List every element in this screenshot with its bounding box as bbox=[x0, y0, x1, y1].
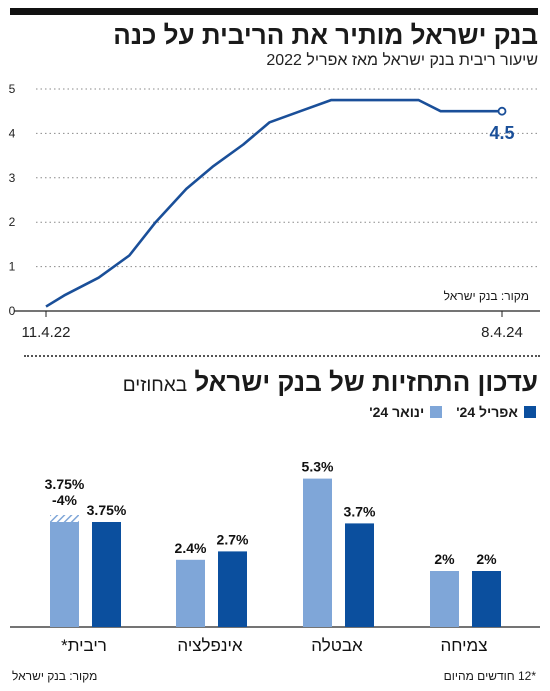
bar-january bbox=[50, 522, 79, 627]
x-tick-label: 8.4.24 bbox=[481, 324, 523, 341]
x-tick-label: 11.4.22 bbox=[22, 324, 71, 341]
category-label: אינפלציה bbox=[177, 636, 243, 655]
end-marker bbox=[497, 106, 507, 116]
bar-january bbox=[430, 571, 459, 627]
bar-april bbox=[345, 523, 374, 627]
legend-label-april: אפריל 24' bbox=[456, 404, 518, 420]
end-value-label: 4.5 bbox=[489, 123, 514, 143]
bar-april-value-label: 3.7% bbox=[344, 503, 376, 519]
bar-april-value-label: 2.7% bbox=[217, 531, 249, 547]
category-label: צמיחה bbox=[441, 636, 488, 655]
category-label: ריבית* bbox=[61, 636, 107, 655]
rate-line bbox=[45, 98, 502, 308]
title-bar bbox=[10, 8, 538, 15]
bar-january bbox=[176, 559, 205, 627]
bar-january-value-label: 5.3% bbox=[302, 459, 334, 475]
chart2-title-unit: באחוזים bbox=[122, 375, 188, 396]
chart1-source: מקור: בנק ישראל bbox=[440, 289, 532, 303]
bar-april bbox=[472, 571, 501, 627]
y-tick-label: 0 bbox=[9, 304, 16, 318]
chart2-footnote: *12 חודשים מהיום bbox=[443, 669, 536, 683]
section-divider bbox=[24, 355, 540, 357]
bar-april bbox=[92, 522, 121, 627]
chart2-legend: אפריל 24' ינואר 24' bbox=[369, 404, 536, 420]
bar-chart: 3.75% -4%3.75% ריבית* 2.4% 2.7% אינפלציה 5.3% 3… bbox=[10, 459, 540, 655]
chart2-title: עדכון התחזיות של בנק ישראל באחוזים bbox=[123, 367, 538, 398]
bar-january-value-label: 2.4% bbox=[175, 540, 207, 556]
chart1-title: בנק ישראל מותיר את הריבית על כנה bbox=[113, 20, 538, 50]
chart2-title-text: עדכון התחזיות של בנק ישראל bbox=[194, 367, 538, 397]
y-tick-label: 4 bbox=[9, 126, 16, 140]
bar-april bbox=[218, 551, 247, 627]
bar-january-range bbox=[50, 515, 79, 522]
bar-january bbox=[303, 478, 332, 627]
bar-april-value-label: 2% bbox=[476, 551, 497, 567]
chart2-source: מקור: בנק ישראל bbox=[12, 669, 98, 683]
y-tick-label: 2 bbox=[9, 215, 16, 229]
legend-swatch-april bbox=[524, 406, 536, 418]
y-tick-label: 1 bbox=[9, 260, 16, 274]
bar-april-value-label: 3.75% bbox=[87, 502, 127, 518]
legend-swatch-january bbox=[430, 406, 443, 418]
y-tick-label: 3 bbox=[9, 171, 16, 185]
chart1-subtitle: שיעור ריבית בנק ישראל מאז אפריל 2022 bbox=[266, 52, 538, 69]
bar-january-value-label: 2% bbox=[434, 551, 455, 567]
line-chart: 0 1 2 3 4 5 4.5 11.4.22 8.4.24 bbox=[9, 82, 540, 341]
legend-label-january: ינואר 24' bbox=[369, 404, 425, 420]
category-label: אבטלה bbox=[311, 636, 363, 655]
bar-january-value-label: 3.75% -4% bbox=[45, 476, 85, 508]
y-tick-label: 5 bbox=[9, 82, 16, 96]
